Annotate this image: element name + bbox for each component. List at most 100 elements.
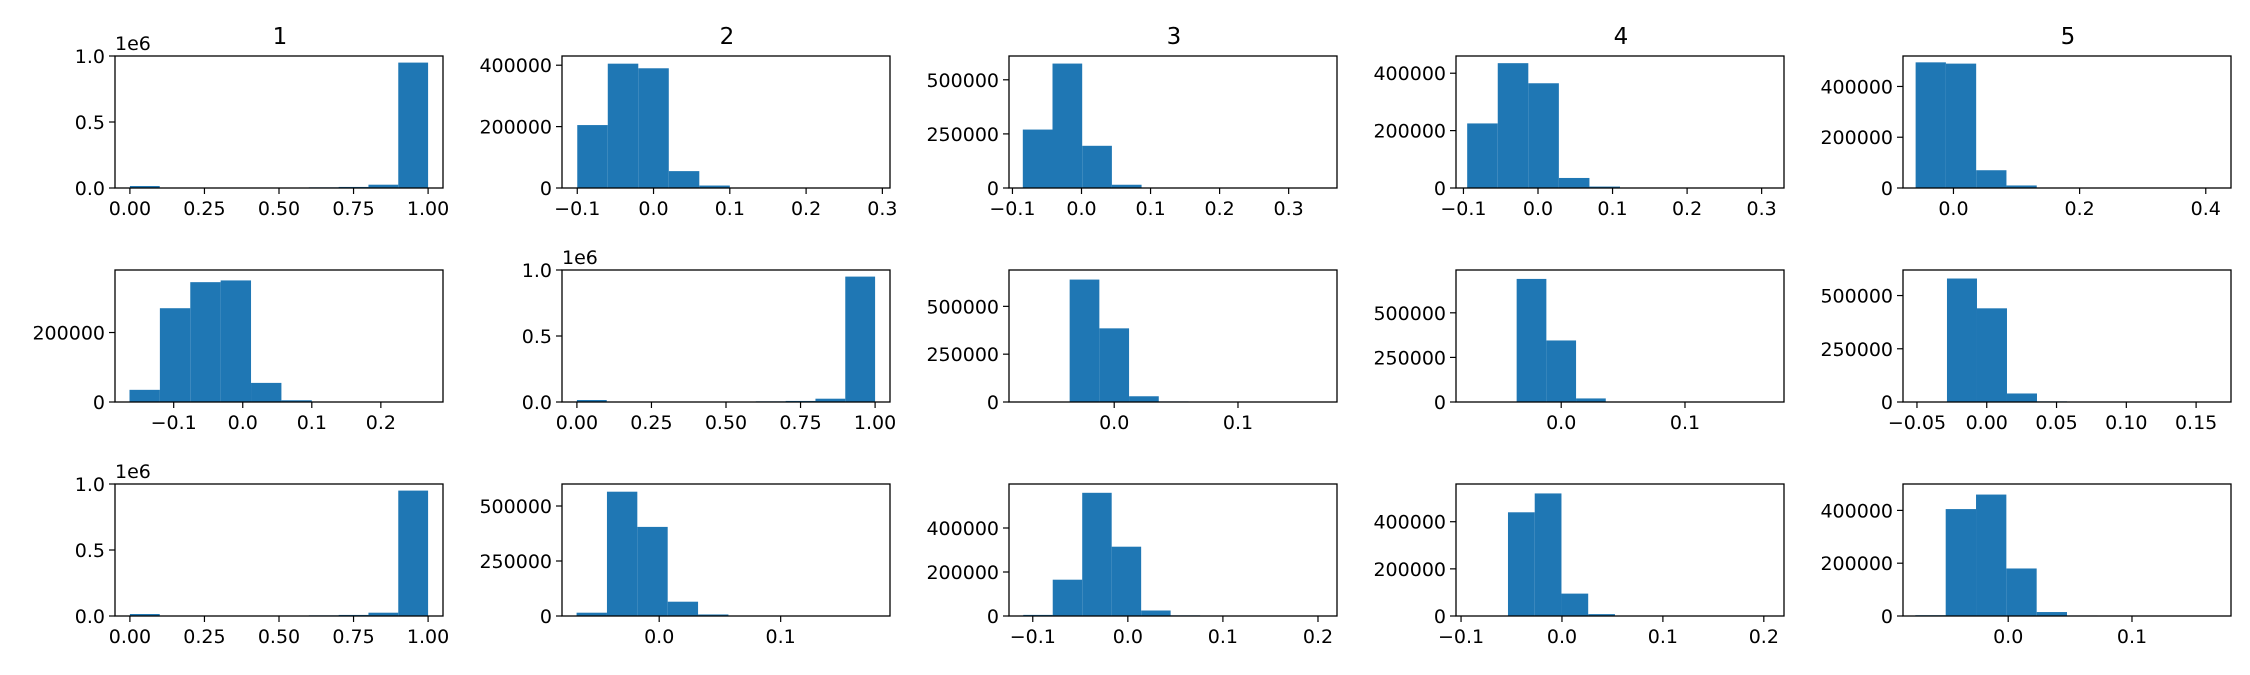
x-tick-label-r1c2-5: 0.3 (867, 198, 897, 220)
y-tick-label-r3c5-1: 0 (1881, 606, 1893, 628)
panel-r3c3: −0.1 0.0 0.1 0.2 0 200000 400000 (926, 483, 1338, 648)
axes-frame-r3c4 (1455, 483, 1785, 617)
axes-frame-r1c1 (114, 55, 444, 189)
histogram-bar-r2c2-9 (815, 398, 846, 402)
histogram-bar-r2c5-4 (2006, 393, 2037, 402)
x-tick-label-r1c3-4: 0.2 (1205, 198, 1235, 220)
y-tick-label-r3c3-3: 400000 (926, 518, 999, 540)
y-tick-label-r1c2-3: 400000 (479, 55, 552, 77)
histogram-bar-r1c4-5 (1589, 186, 1620, 188)
x-tick-label-r3c5-1: 0.0 (1993, 626, 2023, 648)
y-tick-label-r3c4-2: 200000 (1373, 559, 1446, 581)
x-tick-label-r3c3-1: −0.1 (1010, 626, 1056, 648)
histogram-bar-r1c2-5 (699, 185, 730, 188)
y-tick-label-r2c2-1: 0.0 (522, 392, 552, 414)
x-tick-label-r1c1-3: 0.50 (258, 198, 300, 220)
histogram-bar-r2c1-3 (190, 282, 221, 402)
x-tick-label-r3c4-2: 0.0 (1547, 626, 1577, 648)
y-tick-label-r3c3-1: 0 (987, 606, 999, 628)
histogram-bar-r3c4-4 (1561, 593, 1589, 616)
histogram-bar-r2c5-3 (1976, 308, 2007, 402)
x-tick-label-r1c1-1: 0.00 (109, 198, 151, 220)
x-tick-label-r3c3-4: 0.2 (1303, 626, 1333, 648)
histogram-bar-r3c4-3 (1534, 493, 1562, 616)
x-tick-label-r3c1-2: 0.25 (183, 626, 225, 648)
histogram-bar-r1c5-4 (2006, 185, 2037, 188)
x-tick-label-r1c1-5: 1.00 (407, 198, 449, 220)
panel-r3c5: 0.0 0.1 0 200000 400000 (1820, 483, 2232, 648)
axes-frame-r1c5 (1902, 55, 2232, 189)
y-tick-label-r2c4-3: 500000 (1373, 303, 1446, 325)
y-tick-label-r1c1-1: 0.0 (75, 178, 105, 200)
y-tick-label-r3c2-3: 500000 (479, 496, 552, 518)
axes-frame-r2c5 (1902, 269, 2232, 403)
x-tick-label-r3c4-3: 0.1 (1648, 626, 1678, 648)
x-tick-label-r2c3-2: 0.1 (1223, 412, 1253, 434)
column-title-5: 5 (2061, 24, 2076, 50)
axes-frame-r3c3 (1008, 483, 1338, 617)
histogram-bar-r1c2-3 (638, 68, 669, 188)
panel-r1c1: 0.00 0.25 0.50 0.75 1.00 0.0 0.5 1.0 1e6 (75, 33, 449, 220)
x-tick-label-r2c1-4: 0.2 (366, 412, 396, 434)
panel-r2c1: −0.1 0.0 0.1 0.2 0 200000 (32, 269, 444, 434)
x-tick-label-r1c3-1: −0.1 (989, 198, 1035, 220)
histogram-bar-r2c3-2 (1069, 279, 1100, 402)
y-tick-label-r3c5-2: 200000 (1820, 553, 1893, 575)
x-tick-label-r1c1-2: 0.25 (183, 198, 225, 220)
y-tick-label-r1c5-2: 200000 (1820, 127, 1893, 149)
x-tick-label-r2c5-3: 0.05 (2035, 412, 2077, 434)
panel-r1c3: −0.1 0.0 0.1 0.2 0.3 0 250000 500000 (926, 55, 1338, 220)
offset-label-r1c1: 1e6 (115, 33, 151, 55)
histogram-bar-r2c1-5 (251, 382, 282, 402)
histogram-bar-r1c5-1 (1915, 62, 1946, 188)
histogram-bar-r2c3-3 (1099, 328, 1130, 402)
histogram-bar-r2c4-2 (1516, 278, 1547, 402)
histogram-bar-r1c4-2 (1497, 63, 1529, 188)
panel-r3c2: 0.0 0.1 0 250000 500000 (479, 483, 891, 648)
panel-r1c2: −0.1 0.0 0.1 0.2 0.3 0 200000 400000 (479, 55, 897, 220)
x-tick-label-r1c5-1: 0.0 (1938, 198, 1968, 220)
panel-r2c4: 0.0 0.1 0 250000 500000 (1373, 269, 1785, 434)
y-tick-label-r3c1-2: 0.5 (75, 540, 105, 562)
panel-r2c2: 0.00 0.25 0.50 0.75 1.00 0.0 0.5 1.0 1e6 (522, 247, 896, 434)
x-tick-label-r2c5-1: −0.05 (1888, 412, 1946, 434)
x-tick-label-r1c3-2: 0.0 (1066, 198, 1096, 220)
histogram-bar-r3c5-3 (1976, 494, 2007, 616)
x-tick-label-r1c4-5: 0.3 (1747, 198, 1777, 220)
x-tick-label-r1c2-4: 0.2 (791, 198, 821, 220)
column-title-1: 1 (273, 24, 288, 50)
histogram-bar-r3c3-4 (1111, 546, 1142, 616)
histogram-bar-r3c5-5 (2036, 612, 2067, 616)
histogram-bar-r2c4-3 (1546, 340, 1577, 402)
y-tick-label-r3c2-1: 0 (540, 606, 552, 628)
x-tick-label-r3c3-2: 0.0 (1113, 626, 1143, 648)
y-tick-label-r1c4-2: 200000 (1373, 121, 1446, 143)
y-tick-label-r1c3-2: 250000 (926, 124, 999, 146)
y-tick-label-r1c3-1: 0 (987, 178, 999, 200)
histogram-bar-r3c1-9 (368, 612, 399, 616)
histogram-bar-r2c3-4 (1129, 396, 1159, 402)
histogram-bar-r3c3-3 (1082, 492, 1112, 616)
x-tick-label-r1c3-5: 0.3 (1274, 198, 1304, 220)
x-tick-label-r1c5-2: 0.2 (2065, 198, 2095, 220)
histogram-bar-r1c2-4 (668, 171, 700, 188)
panel-r3c4: −0.1 0.0 0.1 0.2 0 200000 400000 (1373, 483, 1785, 648)
histogram-bar-r1c4-3 (1528, 83, 1559, 188)
axes-frame-r2c2 (561, 269, 891, 403)
histogram-bar-r1c3-3 (1082, 145, 1112, 188)
x-tick-label-r1c4-1: −0.1 (1440, 198, 1486, 220)
x-tick-label-r2c1-2: 0.0 (228, 412, 258, 434)
x-tick-label-r3c1-3: 0.50 (258, 626, 300, 648)
histogram-bar-r3c5-4 (2006, 568, 2037, 616)
histogram-bar-r3c2-5 (698, 614, 729, 616)
axes-frame-r2c1 (114, 269, 444, 403)
x-tick-label-r2c5-2: 0.00 (1966, 412, 2008, 434)
y-tick-label-r3c1-3: 1.0 (75, 474, 105, 496)
panel-r2c3: 0.0 0.1 0 250000 500000 (926, 269, 1338, 434)
histogram-bar-r1c2-2 (607, 63, 639, 188)
x-tick-label-r1c2-2: 0.0 (638, 198, 668, 220)
x-tick-label-r3c2-1: 0.0 (644, 626, 674, 648)
histogram-bar-r2c2-1 (576, 400, 607, 402)
x-tick-label-r1c4-4: 0.2 (1672, 198, 1702, 220)
